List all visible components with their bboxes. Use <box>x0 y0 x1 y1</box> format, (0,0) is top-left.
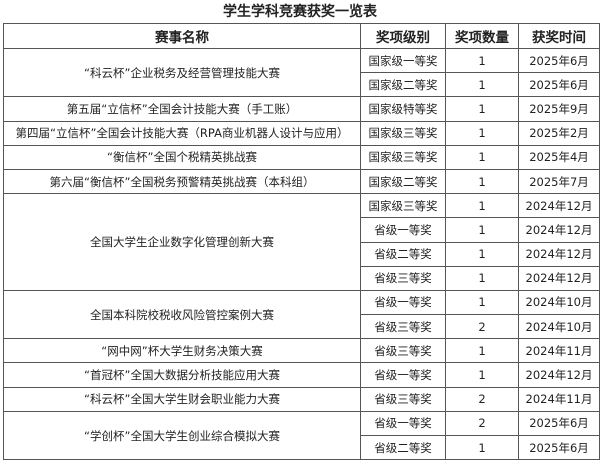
award-time: 2024年10月 <box>518 289 600 316</box>
table-row: 全国大学生企业数字化管理创新大赛 国家级三等奖 1 2024年12月 <box>3 193 600 291</box>
competition-name: 全国大学生企业数字化管理创新大赛 <box>3 193 361 291</box>
award-level: 国家级二等奖 <box>360 168 446 195</box>
table-row: “科云杯”全国大学生财会职业能力大赛 省级三等奖 2 2024年11月 <box>3 386 600 412</box>
table-row: 第五届“立信杯”全国会计技能大赛（手工账） 国家级特等奖 1 2025年9月 <box>3 96 600 122</box>
award-level: 省级三等奖 <box>360 386 446 412</box>
award-level: 省级一等奖 <box>360 362 446 388</box>
award-count: 1 <box>445 72 519 98</box>
table-row: “网中网”杯大学生财务决策大赛 省级三等奖 1 2024年11月 <box>3 338 600 364</box>
competition-name: “网中网”杯大学生财务决策大赛 <box>3 338 361 364</box>
award-time: 2025年6月 <box>518 410 600 437</box>
table-row: 第四届“立信杯”全国会计技能大赛（RPA商业机器人设计与应用） 国家级三等奖 1 20… <box>3 120 600 146</box>
award-time: 2024年11月 <box>518 386 600 412</box>
award-time: 2025年7月 <box>518 168 600 195</box>
award-level: 省级三等奖 <box>360 338 446 364</box>
table-row: 国家级二等奖 1 2025年6月 <box>4 72 600 98</box>
award-count: 1 <box>445 265 519 291</box>
award-count: 1 <box>445 217 519 243</box>
table-row: 省级三等奖 2 2024年10月 <box>4 314 600 340</box>
award-level: 省级三等奖 <box>360 265 446 291</box>
award-count: 1 <box>445 434 519 461</box>
award-level: 国家级三等奖 <box>360 193 446 219</box>
award-count: 1 <box>445 168 519 195</box>
award-count: 2 <box>445 410 519 437</box>
competition-name: 全国本科院校税收风险管控案例大赛 <box>3 289 361 340</box>
award-count: 1 <box>445 289 519 316</box>
award-count: 1 <box>445 96 519 122</box>
award-level: 国家级三等奖 <box>360 120 446 146</box>
award-count: 1 <box>445 47 519 74</box>
table-row: “学创杯”全国大学生创业综合模拟大赛 省级一等奖 2 2025年6月 <box>3 410 600 461</box>
award-count: 1 <box>445 120 519 146</box>
award-level: 国家级二等奖 <box>360 72 446 98</box>
award-time: 2025年6月 <box>518 47 600 74</box>
award-level: 省级三等奖 <box>360 314 446 340</box>
award-time: 2025年2月 <box>518 120 600 146</box>
competition-name: “衡信杯”全国个税精英挑战赛 <box>3 144 361 170</box>
header-award-level: 奖项级别 <box>360 23 446 49</box>
competition-name: “首冠杯”全国大数据分析技能应用大赛 <box>3 362 361 388</box>
award-level: 省级二等奖 <box>360 434 446 461</box>
table-row: 省级三等奖 1 2024年12月 <box>4 265 600 291</box>
award-time: 2024年12月 <box>518 241 600 267</box>
competition-name: “科云杯”企业税务及经营管理技能大赛 <box>3 47 361 98</box>
award-time: 2025年9月 <box>518 96 600 122</box>
award-time: 2024年10月 <box>518 314 600 340</box>
award-count: 2 <box>445 386 519 412</box>
table-row: “科云杯”企业税务及经营管理技能大赛 国家级一等奖 1 2025年6月 <box>3 47 600 98</box>
award-level: 国家级特等奖 <box>360 96 446 122</box>
award-level: 国家级一等奖 <box>360 47 446 74</box>
header-award-time: 获奖时间 <box>518 23 600 49</box>
header-row: 赛事名称 奖项级别 奖项数量 获奖时间 <box>3 23 600 49</box>
competition-name: 第五届“立信杯”全国会计技能大赛（手工账） <box>3 96 361 122</box>
award-count: 1 <box>445 144 519 170</box>
award-level: 省级一等奖 <box>360 410 446 437</box>
award-count: 2 <box>445 314 519 340</box>
award-count: 1 <box>445 241 519 267</box>
award-count: 1 <box>445 338 519 364</box>
award-level: 国家级三等奖 <box>360 144 446 170</box>
award-level: 省级二等奖 <box>360 241 446 267</box>
header-competition-name: 赛事名称 <box>3 23 361 49</box>
table-row: “首冠杯”全国大数据分析技能应用大赛 省级一等奖 1 2024年12月 <box>3 362 600 388</box>
header-award-count: 奖项数量 <box>445 23 519 49</box>
award-count: 1 <box>445 193 519 219</box>
award-time: 2025年4月 <box>518 144 600 170</box>
table-row: 第六届“衡信杯”全国税务预警精英挑战赛（本科组） 国家级二等奖 1 2025年7月 <box>3 168 600 195</box>
award-time: 2024年12月 <box>518 193 600 219</box>
award-time: 2024年11月 <box>518 338 600 364</box>
awards-table: 赛事名称 奖项级别 奖项数量 获奖时间 “科云杯”企业税务及经营管理技能大赛 国家… <box>3 23 600 461</box>
competition-name: 第六届“衡信杯”全国税务预警精英挑战赛（本科组） <box>3 168 361 195</box>
table-row: 省级二等奖 1 2025年6月 <box>4 434 600 461</box>
table-row: “衡信杯”全国个税精英挑战赛 国家级三等奖 1 2025年4月 <box>3 144 600 170</box>
award-count: 1 <box>445 362 519 388</box>
competition-name: 第四届“立信杯”全国会计技能大赛（RPA商业机器人设计与应用） <box>3 120 361 146</box>
competition-name: “学创杯”全国大学生创业综合模拟大赛 <box>3 410 361 461</box>
award-time: 2024年12月 <box>518 217 600 243</box>
award-time: 2024年12月 <box>518 265 600 291</box>
award-time: 2025年6月 <box>518 434 600 461</box>
award-time: 2024年12月 <box>518 362 600 388</box>
award-level: 省级一等奖 <box>360 217 446 243</box>
table-row: 全国本科院校税收风险管控案例大赛 省级一等奖 1 2024年10月 <box>3 289 600 340</box>
table-title: 学生学科竞赛获奖一览表 <box>223 4 377 20</box>
award-level: 省级一等奖 <box>360 289 446 316</box>
award-time: 2025年6月 <box>518 72 600 98</box>
competition-name: “科云杯”全国大学生财会职业能力大赛 <box>3 386 361 412</box>
